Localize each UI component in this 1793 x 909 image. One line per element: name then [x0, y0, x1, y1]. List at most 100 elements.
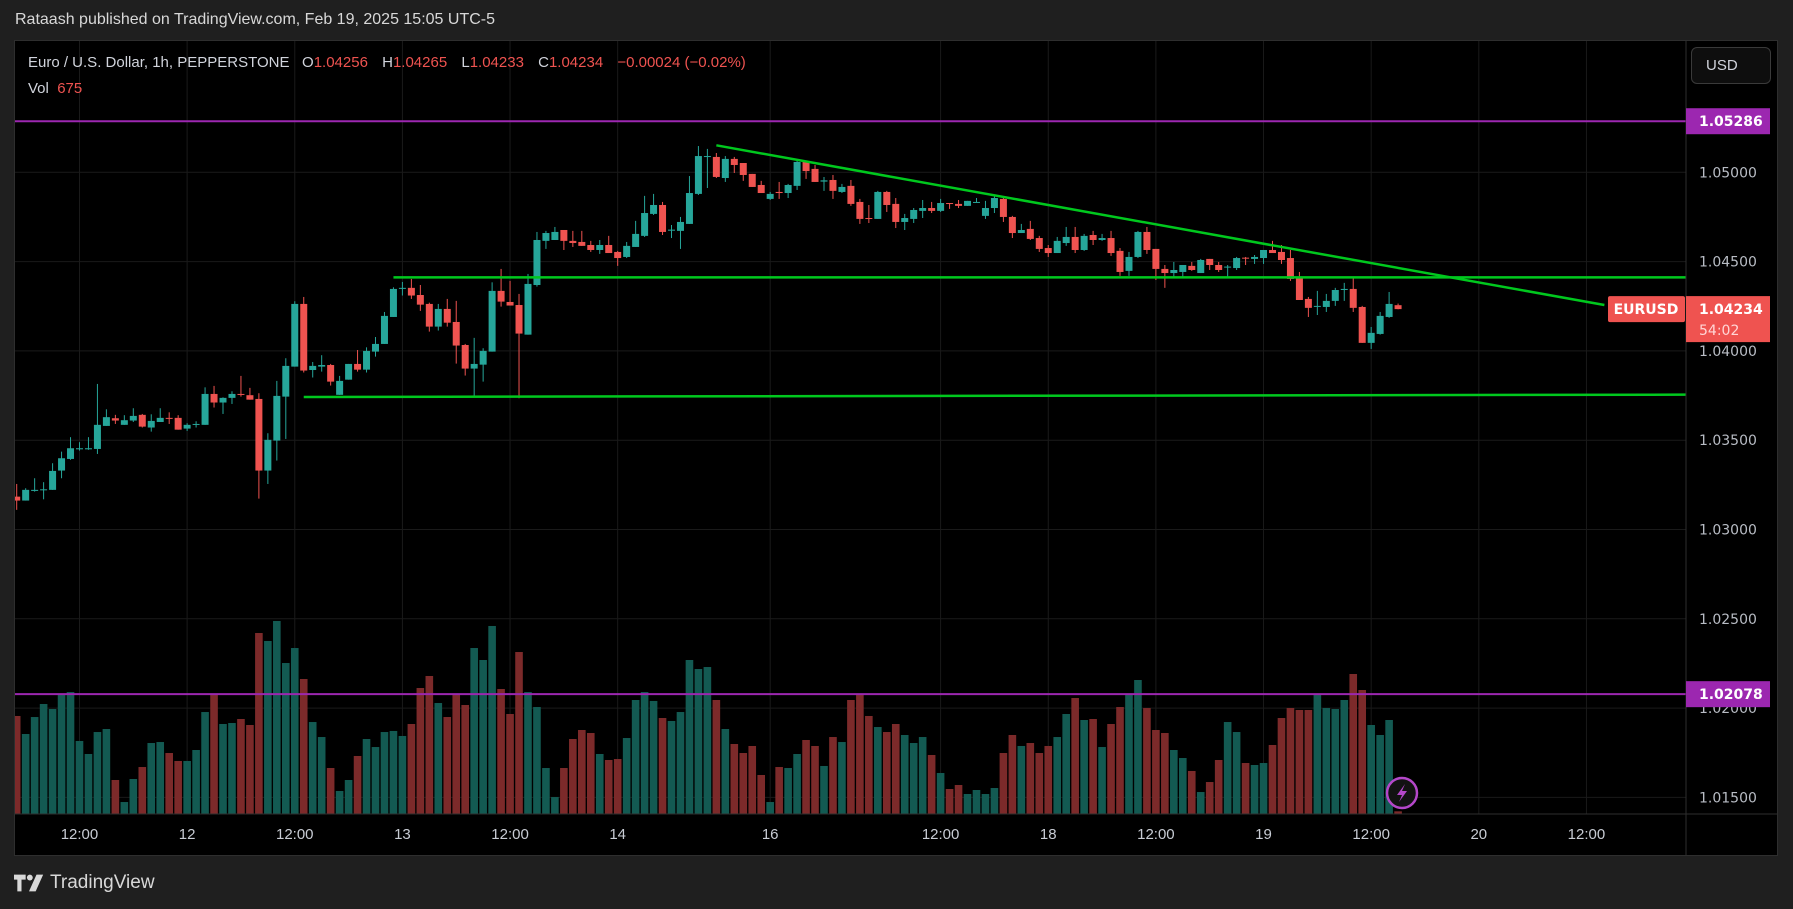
candle-body[interactable] — [901, 218, 909, 222]
candle-body[interactable] — [479, 350, 487, 365]
candle-body[interactable] — [273, 395, 281, 441]
candle-body[interactable] — [685, 193, 693, 224]
candle-body[interactable] — [336, 380, 344, 395]
candle-body[interactable] — [811, 168, 819, 182]
candle-body[interactable] — [174, 417, 182, 430]
candle-body[interactable] — [999, 198, 1007, 217]
candle-body[interactable] — [192, 423, 200, 425]
candle-body[interactable] — [1152, 248, 1160, 269]
candle-body[interactable] — [712, 156, 720, 177]
candle-body[interactable] — [650, 204, 658, 214]
candle-body[interactable] — [569, 240, 577, 244]
candle-body[interactable] — [1179, 264, 1187, 272]
candle-body[interactable] — [264, 439, 272, 471]
candle-body[interactable] — [237, 393, 245, 395]
candle-body[interactable] — [138, 414, 146, 427]
candle-body[interactable] — [434, 308, 442, 327]
candle-body[interactable] — [22, 489, 30, 501]
candle-body[interactable] — [1215, 264, 1223, 270]
candle-body[interactable] — [865, 218, 873, 220]
candle-body[interactable] — [668, 229, 676, 231]
candle-body[interactable] — [1071, 236, 1079, 250]
candle-body[interactable] — [291, 303, 299, 367]
candle-body[interactable] — [327, 365, 335, 382]
candle-body[interactable] — [829, 179, 837, 191]
candle-body[interactable] — [551, 231, 559, 240]
candle-body[interactable] — [1242, 257, 1250, 259]
candle-body[interactable] — [345, 363, 353, 380]
candle-body[interactable] — [1313, 305, 1321, 307]
candle-body[interactable] — [470, 363, 478, 369]
candle-body[interactable] — [1161, 268, 1169, 274]
candle-body[interactable] — [1286, 258, 1294, 279]
candle-body[interactable] — [641, 213, 649, 236]
candle-body[interactable] — [488, 290, 496, 352]
candle-body[interactable] — [1322, 300, 1330, 307]
candle-body[interactable] — [40, 489, 48, 491]
candle-body[interactable] — [1062, 236, 1070, 244]
candle-body[interactable] — [13, 496, 21, 501]
candle-body[interactable] — [416, 294, 424, 305]
candle-body[interactable] — [1008, 216, 1016, 234]
candle-body[interactable] — [354, 363, 362, 370]
symbol-description[interactable]: Euro / U.S. Dollar, 1h, PEPPERSTONE — [28, 54, 290, 71]
candle-body[interactable] — [255, 398, 263, 471]
candle-body[interactable] — [309, 365, 317, 371]
candle-body[interactable] — [93, 424, 101, 449]
candle-body[interactable] — [219, 397, 227, 403]
price-axis[interactable]: 1.05000 1.04500 1.04000 1.03500 1.03000 1.025… — [1699, 165, 1757, 806]
candle-body[interactable] — [1017, 229, 1025, 234]
candle-body[interactable] — [605, 244, 613, 254]
candle-body[interactable] — [363, 350, 371, 370]
candle-body[interactable] — [981, 208, 989, 216]
candle-body[interactable] — [1098, 238, 1106, 240]
candle-body[interactable] — [1277, 251, 1285, 260]
candle-body[interactable] — [990, 198, 998, 209]
candle-body[interactable] — [596, 244, 604, 250]
candle-body[interactable] — [452, 321, 460, 346]
candle-body[interactable] — [587, 244, 595, 250]
candle-body[interactable] — [757, 184, 765, 194]
candle-body[interactable] — [31, 489, 39, 491]
candle-body[interactable] — [1233, 258, 1241, 269]
candle-body[interactable] — [784, 184, 792, 194]
candle-body[interactable] — [676, 221, 684, 231]
candle-body[interactable] — [964, 200, 972, 206]
candle-body[interactable] — [443, 308, 451, 323]
candle-body[interactable] — [1304, 298, 1312, 308]
candle-body[interactable] — [380, 315, 388, 344]
candle-body[interactable] — [560, 229, 568, 241]
candle-body[interactable] — [524, 283, 532, 335]
candle-body[interactable] — [49, 470, 57, 490]
support-line[interactable] — [303, 393, 1686, 399]
candle-body[interactable] — [84, 448, 92, 450]
candle-body[interactable] — [1053, 240, 1061, 254]
candle-body[interactable] — [1358, 306, 1366, 343]
candle-body[interactable] — [1206, 258, 1214, 265]
candle-body[interactable] — [1385, 303, 1393, 317]
candle-body[interactable] — [389, 288, 397, 317]
candle-body[interactable] — [1197, 259, 1205, 274]
candle-body[interactable] — [1143, 231, 1151, 250]
candle-body[interactable] — [721, 158, 729, 179]
candle-body[interactable] — [1367, 332, 1375, 343]
candle-body[interactable] — [1260, 249, 1268, 259]
candle-body[interactable] — [614, 251, 622, 259]
candle-body[interactable] — [318, 365, 326, 367]
candle-body[interactable] — [497, 290, 505, 302]
candle-body[interactable] — [75, 448, 83, 450]
candle-body[interactable] — [838, 186, 846, 192]
candle-body[interactable] — [111, 418, 119, 421]
candle-body[interactable] — [820, 180, 828, 182]
candle-body[interactable] — [632, 233, 640, 247]
candle-body[interactable] — [847, 185, 855, 204]
candle-body[interactable] — [165, 417, 173, 419]
candle-body[interactable] — [1089, 234, 1097, 240]
time-axis[interactable]: 12:00 12 12:00 13 12:00 14 16 12:00 18 12:00 19 12:… — [61, 826, 1606, 843]
candle-body[interactable] — [730, 158, 738, 165]
candle-body[interactable] — [623, 245, 631, 257]
candle-body[interactable] — [407, 287, 415, 296]
lightning-button[interactable] — [1385, 776, 1419, 810]
descending-trend-line[interactable] — [716, 144, 1605, 307]
